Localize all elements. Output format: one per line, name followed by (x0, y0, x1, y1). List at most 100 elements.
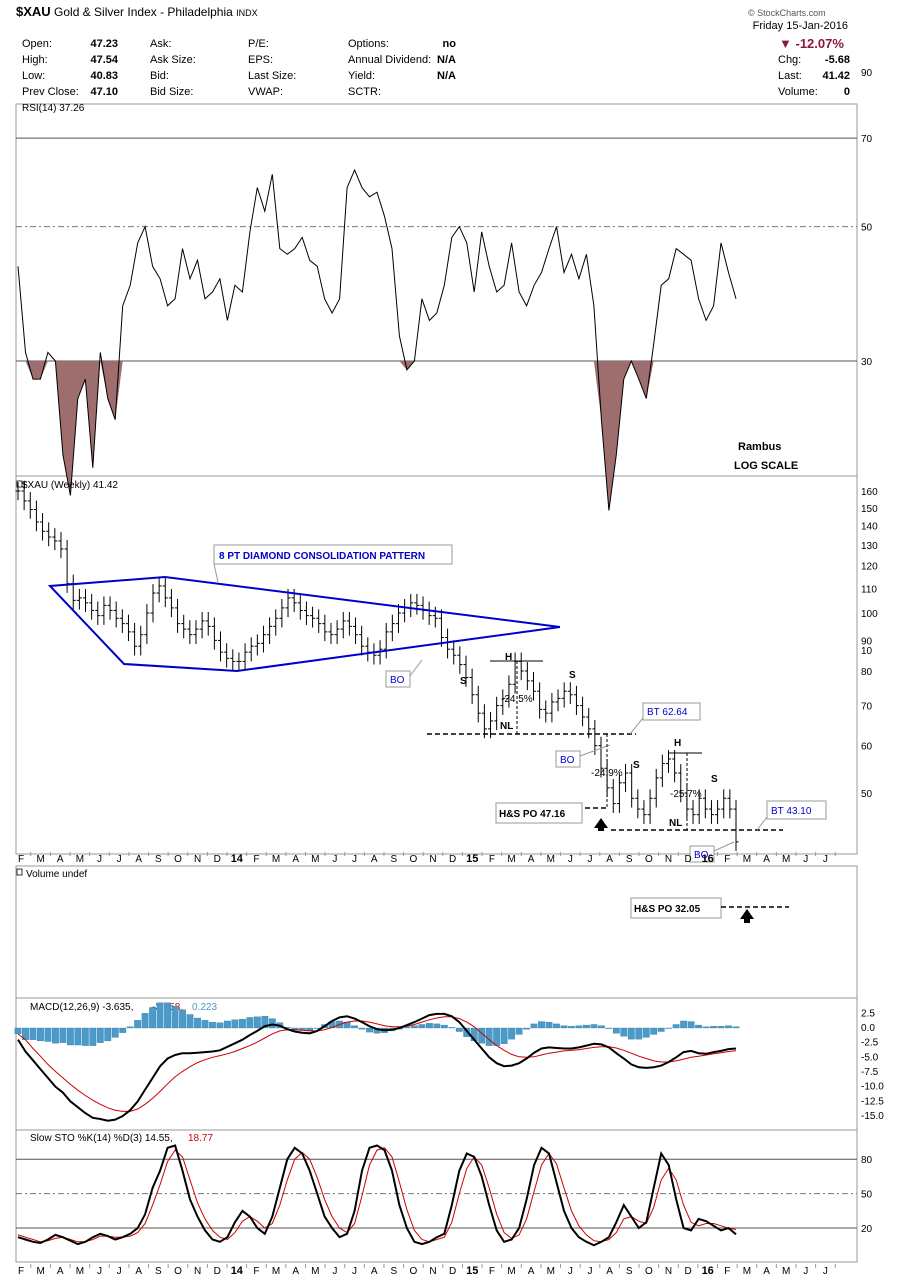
rsi-title: RSI(14) 37.26 (22, 103, 85, 114)
quote-label: VWAP: (248, 86, 284, 98)
macd-histogram-bar (433, 1023, 441, 1029)
x-tick-label: J (568, 1266, 573, 1277)
x-tick-label: N (665, 854, 672, 865)
up-arrow-icon (594, 818, 608, 831)
price-title: $XAU (Weekly) 41.42 (22, 480, 118, 491)
macd-histogram-bar (583, 1024, 590, 1029)
x-tick-label: M (782, 1266, 790, 1277)
x-tick-label: M (743, 1266, 751, 1277)
macd-histogram-bar (201, 1020, 209, 1029)
callout-pointer (213, 563, 219, 583)
macd-histogram-bar (642, 1027, 650, 1038)
watermark: © StockCharts.com (748, 8, 826, 18)
quote-label: Last Size: (248, 70, 297, 82)
quote-value: N/A (437, 54, 456, 66)
x-tick-label: A (606, 1266, 613, 1277)
macd-histogram-bar (246, 1017, 254, 1029)
x-tick-label: N (665, 1266, 672, 1277)
macd-histogram-bar (725, 1025, 732, 1029)
pct-label: -24.9% (591, 768, 623, 779)
hs-target-box (630, 897, 722, 919)
macd-histogram-bar (358, 1027, 366, 1030)
macd-histogram-bar (627, 1027, 635, 1040)
macd-histogram-bar (732, 1026, 740, 1029)
macd-histogram-bar (635, 1027, 643, 1040)
macd-histogram-bar (672, 1024, 680, 1029)
macd-tick-label: -5.0 (861, 1052, 879, 1063)
callout-pointer (409, 659, 423, 677)
macd-histogram-bar (657, 1027, 665, 1032)
macd-histogram-bar (702, 1026, 710, 1029)
x-tick-label: N (194, 854, 201, 865)
x-tick-label: N (194, 1266, 201, 1277)
hs-target-box (495, 802, 583, 824)
macd-histogram-bar (149, 1007, 157, 1029)
macd-histogram-bar (590, 1024, 598, 1029)
quote-value: 47.54 (90, 54, 118, 66)
macd-histogram-bar (66, 1027, 74, 1046)
x-tick-label: 16 (702, 853, 714, 865)
price-tick-label: 150 (861, 504, 878, 515)
last-label: Last: (778, 70, 802, 82)
hs-target-label: H&S PO 32.05 (634, 904, 701, 915)
last-value: 41.42 (822, 70, 850, 82)
quote-label: EPS: (248, 54, 274, 66)
macd-tick-label: -15.0 (861, 1111, 884, 1122)
price-tick-label: 50 (861, 789, 873, 800)
x-tick-label: S (155, 854, 162, 865)
x-tick-label: M (547, 854, 555, 865)
macd-histogram-bar (605, 1027, 613, 1029)
x-tick-label: M (272, 1266, 280, 1277)
macd-histogram-bar (366, 1027, 373, 1033)
pct-change-value: -12.07% (795, 36, 844, 51)
macd-histogram-bar (523, 1027, 530, 1030)
macd-tick-label: -12.5 (861, 1096, 884, 1107)
volume-value: 0 (843, 86, 850, 98)
macd-histogram-bar (37, 1027, 44, 1042)
macd-histogram-bar (268, 1018, 276, 1029)
macd-histogram-bar (104, 1027, 112, 1042)
x-tick-label: A (57, 1266, 64, 1277)
x-tick-label: A (57, 854, 64, 865)
macd-histogram-bar (119, 1027, 127, 1033)
x-tick-label: O (645, 1266, 653, 1277)
volume-panel: Volume undef H&S PO 32.05 (16, 868, 789, 923)
volume-label: Volume: (778, 86, 818, 98)
x-tick-label: A (528, 1266, 535, 1277)
x-tick-label: 14 (231, 1265, 244, 1277)
x-tick-label: M (36, 854, 44, 865)
exchange: INDX (236, 8, 258, 18)
log-scale-label: LOG SCALE (734, 460, 798, 472)
macd-histogram-bar (650, 1027, 658, 1035)
x-tick-label: D (684, 854, 691, 865)
macd-histogram-bar (29, 1027, 37, 1040)
bt-label: BT 43.10 (771, 806, 812, 817)
x-tick-label: A (371, 1266, 378, 1277)
diamond-label: 8 PT DIAMOND CONSOLIDATION PATTERN (219, 551, 425, 562)
sto-tick-label: 80 (861, 1155, 873, 1166)
x-tick-label: S (390, 854, 397, 865)
panel-frame (15, 865, 858, 999)
macd-signal-line (17, 1016, 737, 1112)
macd-histogram-bar (448, 1027, 456, 1029)
macd-histogram-bar (126, 1026, 134, 1029)
quote-value: 40.83 (90, 70, 118, 82)
x-tick-label: 15 (466, 853, 478, 865)
nl-label: NL (669, 818, 682, 829)
macd-histogram-bar (209, 1021, 216, 1029)
x-tick-label: 16 (702, 1265, 714, 1277)
macd-histogram-bar (253, 1016, 261, 1029)
quote-value: N/A (437, 70, 456, 82)
x-tick-label: M (507, 854, 515, 865)
pattern-letter: S (711, 774, 718, 785)
x-tick-label: A (292, 854, 299, 865)
macd-histogram-bar (493, 1027, 501, 1046)
x-tick-label: 14 (231, 853, 244, 865)
x-tick-label: F (253, 854, 259, 865)
x-tick-label: J (568, 854, 573, 865)
x-tick-label: 15 (466, 1265, 478, 1277)
macd-histogram-bar (171, 1006, 179, 1029)
macd-histogram-bar (717, 1026, 725, 1029)
quote-label: Open: (22, 38, 52, 50)
x-tick-label: N (429, 1266, 436, 1277)
